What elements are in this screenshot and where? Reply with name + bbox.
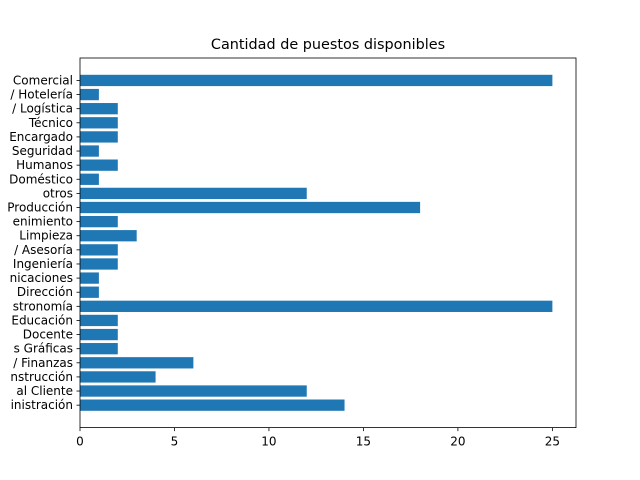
bar (80, 159, 118, 171)
y-tick-label: Humanos (16, 158, 73, 172)
plot-frame (79, 57, 577, 429)
bar (80, 74, 553, 87)
y-tick-label: al Cliente (16, 384, 73, 398)
bar (80, 272, 99, 284)
bar (80, 357, 194, 369)
bar (80, 328, 118, 341)
y-tick-label: s Gráficas (14, 342, 73, 356)
y-tick-label: nicaciones (10, 271, 73, 285)
bar (80, 145, 99, 157)
y-tick-label: Limpieza (19, 229, 73, 243)
y-tick-label: Comercial (13, 73, 73, 87)
bar (80, 173, 99, 185)
y-tick-label: nstrucción (10, 370, 73, 384)
y-tick-label: / Logística (12, 102, 73, 116)
y-tick-label: Ingeniería (13, 257, 73, 271)
x-tick-label: 0 (76, 435, 84, 449)
x-tick-label: 10 (261, 435, 276, 449)
bar (80, 300, 553, 312)
bar (80, 88, 99, 101)
bar (80, 371, 156, 383)
bar (80, 215, 118, 228)
x-tick-label: 20 (450, 435, 465, 449)
bar (80, 258, 118, 270)
y-tick-label: Docente (23, 328, 73, 342)
y-tick-label: Dirección (17, 285, 73, 299)
bar (80, 103, 118, 115)
chart-title: Cantidad de puestos disponibles (211, 37, 445, 53)
bar (80, 399, 345, 411)
y-tick-label: inistración (11, 398, 73, 412)
bar (80, 286, 99, 298)
y-tick-label: stronomía (13, 299, 73, 313)
x-tick-label: 15 (356, 435, 371, 449)
y-tick-label: enimiento (13, 215, 73, 229)
bar (80, 201, 421, 214)
y-tick-label: / Hotelería (10, 88, 73, 102)
bar (80, 244, 118, 256)
y-tick-label: Encargado (9, 130, 73, 144)
y-tick-label: otros (43, 186, 73, 200)
y-tick-label: / Asesoría (14, 243, 73, 257)
bar (80, 187, 307, 200)
x-axis: 0 5 10 15 20 25 (76, 427, 560, 449)
y-tick-label: Doméstico (9, 172, 73, 186)
bar (80, 131, 118, 143)
bar (80, 314, 118, 327)
y-tick-label: Seguridad (12, 144, 73, 158)
bars (80, 74, 553, 411)
bar (80, 343, 118, 355)
bar (80, 230, 137, 242)
y-tick-label: Educación (11, 313, 73, 327)
x-tick-label: 5 (171, 435, 179, 449)
x-tick-label: 25 (545, 435, 560, 449)
y-tick-label: Técnico (28, 116, 73, 130)
y-tick-label: Producción (7, 201, 73, 215)
bar (80, 385, 307, 397)
y-tick-label: / Finanzas (13, 356, 73, 370)
bar (80, 117, 118, 129)
